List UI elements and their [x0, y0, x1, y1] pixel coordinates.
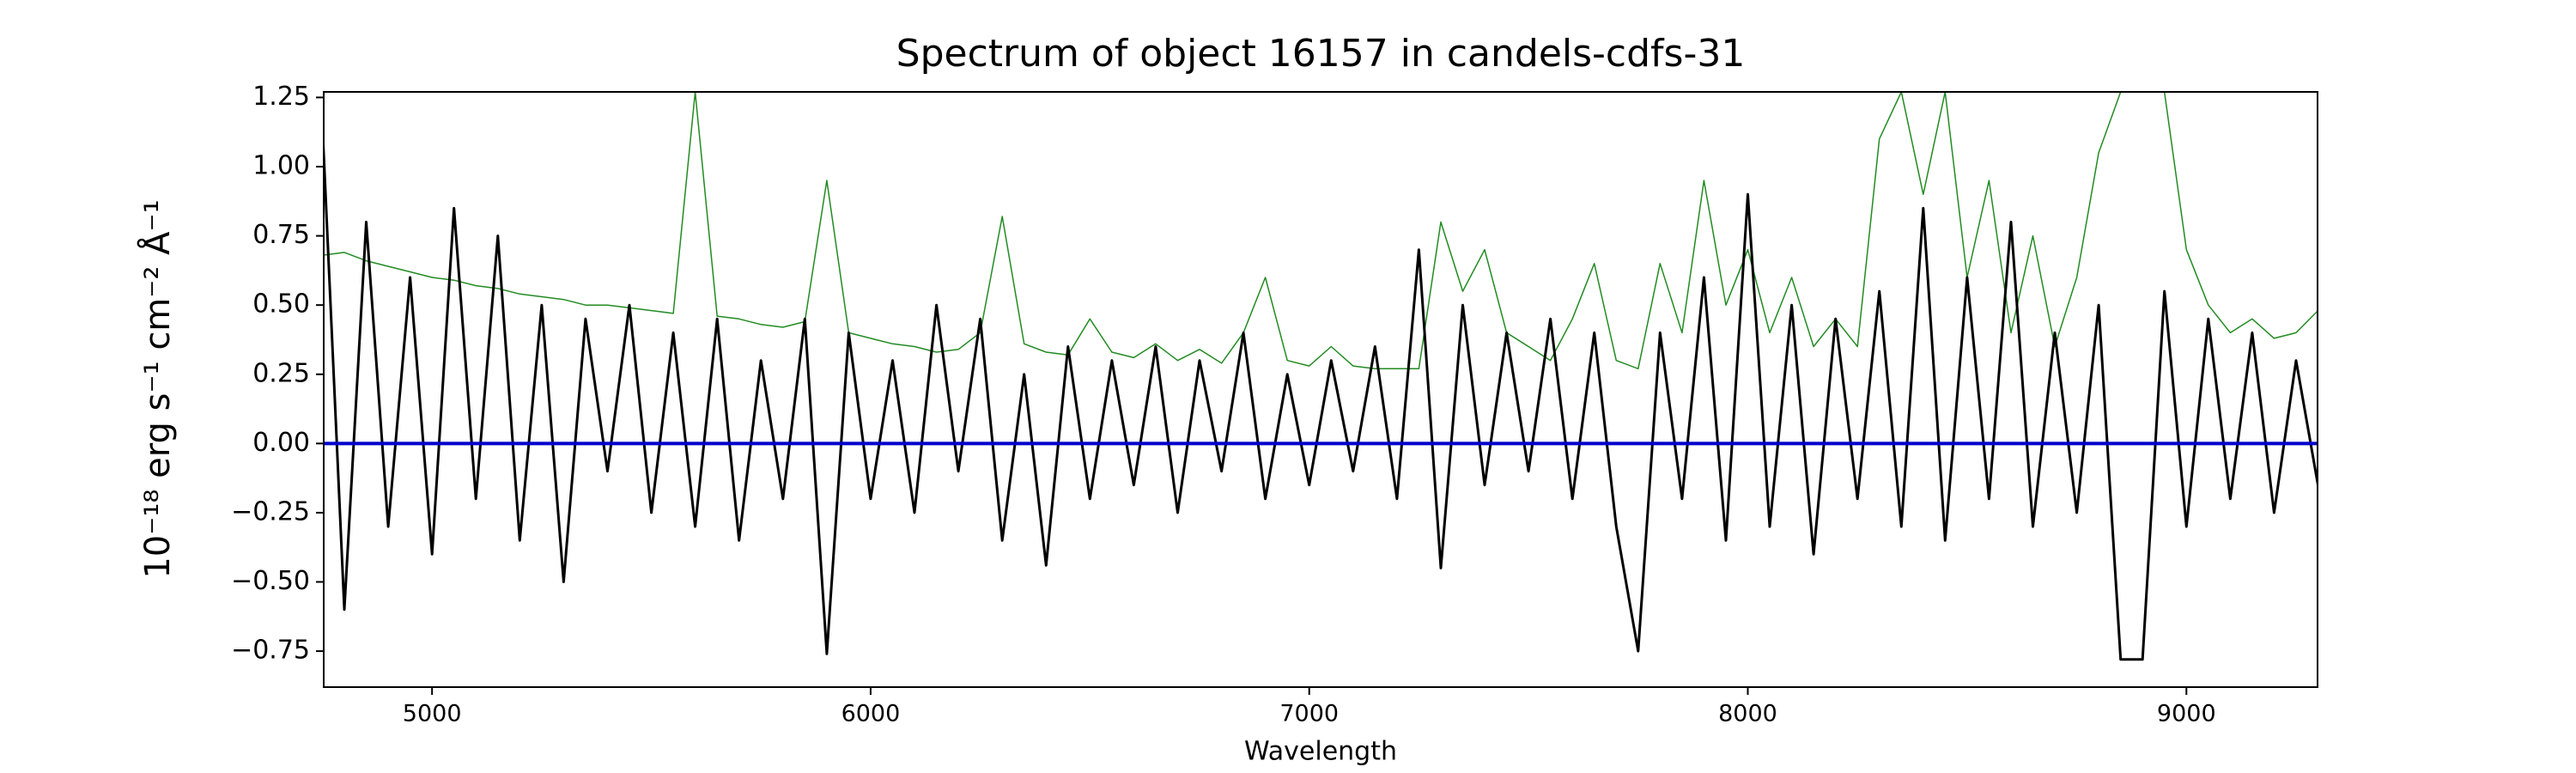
x-tick-label: 7000: [1279, 701, 1339, 727]
spectrum-line: [324, 125, 2318, 661]
y-tick-label: −0.75: [231, 636, 310, 666]
y-axis-label: 10⁻¹⁸ erg s⁻¹ cm⁻² Å⁻¹: [137, 199, 178, 578]
y-tick-label: 0.50: [252, 289, 310, 320]
spectrum-line: [324, 92, 2318, 370]
x-tick-label: 8000: [1718, 701, 1777, 727]
y-tick-label: 1.25: [252, 82, 310, 112]
y-tick-label: −0.50: [231, 566, 310, 596]
x-tick-label: 9000: [2157, 701, 2216, 727]
x-tick-label: 5000: [403, 701, 462, 727]
x-tick-label: 6000: [841, 701, 901, 727]
y-tick-label: 0.00: [252, 428, 310, 458]
y-tick-label: −0.25: [231, 496, 310, 526]
y-tick-label: 0.25: [252, 358, 310, 388]
plot-frame: [323, 91, 2318, 688]
plot-area: [324, 92, 2318, 661]
x-axis-label: Wavelength: [1244, 737, 1397, 767]
y-tick-label: 0.75: [252, 220, 310, 250]
y-tick-label: 1.00: [252, 151, 310, 181]
chart-title: Spectrum of object 16157 in candels-cdfs…: [896, 32, 1746, 76]
